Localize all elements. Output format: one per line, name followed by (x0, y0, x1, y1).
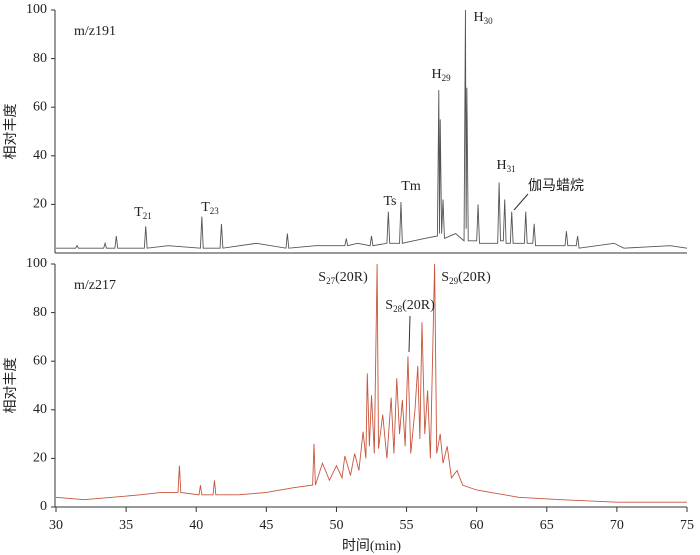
annotation-subscript: 21 (143, 211, 152, 221)
annotation: S28(20R) (385, 298, 435, 314)
panel-label: m/z217 (74, 278, 116, 293)
y-axis-label: 相对丰度 (3, 358, 19, 414)
annotation: H30 (473, 10, 493, 26)
y-axis-label: 相对丰度 (3, 104, 19, 160)
y-tick-label: 20 (33, 451, 47, 466)
x-tick-label: 60 (470, 518, 484, 533)
annotation-text: 伽马蜡烷 (528, 178, 584, 194)
x-tick-label: 45 (259, 518, 273, 533)
annotation-text: Tm (401, 179, 421, 194)
annotation: 伽马蜡烷 (528, 178, 584, 194)
annotation-suffix: (20R) (458, 270, 491, 285)
annotation-text: S (318, 270, 326, 285)
x-tick-label: 55 (400, 518, 414, 533)
x-tick-label: 50 (329, 518, 343, 533)
x-tick-label: 35 (119, 518, 133, 533)
series-line (56, 9, 688, 249)
annotation: S29(20R) (441, 270, 491, 286)
annotation: T23 (201, 200, 219, 216)
annotation-text: S (385, 298, 393, 313)
series-line (55, 263, 687, 503)
y-tick-label: 0 (40, 499, 47, 514)
x-tick-label: 70 (610, 518, 624, 533)
leader-line (408, 315, 411, 353)
y-tick-label: 20 (33, 197, 47, 212)
annotation-suffix: (20R) (402, 298, 435, 313)
annotation: H29 (431, 67, 451, 83)
annotation: S27(20R) (318, 270, 368, 286)
annotation: H31 (496, 158, 515, 174)
annotation: Tm (401, 179, 421, 194)
annotation-subscript: 29 (449, 276, 459, 286)
annotation: Ts (383, 194, 396, 209)
y-tick-label: 60 (33, 99, 47, 114)
annotation-text: T (134, 205, 143, 220)
x-axis-label: 时间(min) (342, 538, 401, 554)
y-tick-label: 80 (33, 51, 47, 66)
y-tick-label: 40 (33, 402, 47, 417)
annotation-text: H (431, 67, 441, 82)
annotation-text: H (496, 158, 506, 173)
annotation: T21 (134, 205, 152, 221)
annotation-subscript: 27 (326, 276, 336, 286)
annotation-text: T (201, 200, 210, 215)
x-tick-label: 65 (540, 518, 554, 533)
annotation-text: H (473, 10, 483, 25)
y-tick-label: 100 (26, 256, 47, 271)
annotation-subscript: 28 (393, 304, 403, 314)
annotation-subscript: 29 (442, 73, 452, 83)
x-tick-label: 40 (189, 518, 203, 533)
x-tick-label: 30 (49, 518, 63, 533)
y-tick-label: 60 (33, 353, 47, 368)
y-tick-label: 80 (33, 305, 47, 320)
y-tick-label: 40 (33, 148, 47, 163)
annotation-subscript: 31 (507, 164, 516, 174)
annotation-text: S (441, 270, 449, 285)
x-tick-label: 75 (680, 518, 694, 533)
panel-label: m/z191 (74, 24, 116, 39)
leader-line (513, 193, 529, 211)
annotation-subscript: 30 (484, 16, 494, 26)
y-tick-label: 100 (26, 2, 47, 17)
annotation-text: Ts (383, 194, 396, 209)
annotation-subscript: 23 (210, 206, 220, 216)
annotation-suffix: (20R) (335, 270, 368, 285)
